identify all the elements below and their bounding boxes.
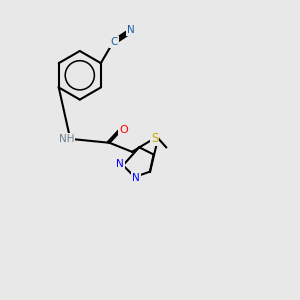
Text: N: N: [116, 159, 124, 170]
Text: NH: NH: [58, 134, 74, 144]
Text: S: S: [151, 132, 158, 145]
Text: N: N: [132, 173, 140, 183]
Text: C: C: [110, 37, 118, 47]
Text: O: O: [119, 125, 128, 135]
Text: N: N: [127, 25, 135, 35]
